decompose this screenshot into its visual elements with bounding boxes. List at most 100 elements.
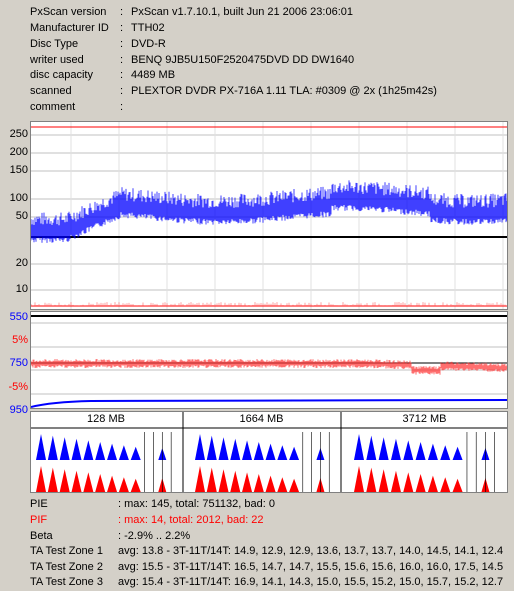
y-label-20: 20 [15, 257, 28, 269]
ta-red-peak [218, 469, 229, 492]
y-label-100: 100 [9, 192, 28, 204]
ta-blue-peak [195, 434, 205, 460]
y-label-750: 750 [9, 357, 28, 369]
info-colon: : [120, 101, 124, 113]
ta-red-peak [107, 475, 118, 492]
ta-red-peak [83, 472, 94, 492]
stat-label: TA Test Zone 3 [30, 576, 103, 588]
y-label-250: 250 [9, 128, 28, 140]
ta-blue-peak [277, 445, 288, 460]
ta-blue-peak [206, 435, 217, 460]
stat-value: : -2.9% .. 2.2% [118, 530, 191, 542]
ta-red-peak [230, 470, 241, 492]
info-value: TTH02 [131, 22, 165, 34]
stat-label: PIF [30, 514, 48, 526]
info-value: PxScan v1.7.10.1, built Jun 21 2006 23:0… [131, 6, 353, 18]
ta-red-peak [195, 466, 205, 492]
ta-blue-peak [130, 446, 141, 460]
stat-label: PIE [30, 498, 48, 510]
jitter-beta-plot [31, 315, 507, 408]
ta-red-peak [253, 474, 264, 492]
ta-red-peak [47, 467, 58, 492]
ta-red-peak [71, 470, 82, 492]
ta-blue-peak [452, 446, 463, 460]
info-value: 4489 MB [131, 69, 176, 81]
ta-blue-peak [253, 442, 264, 460]
ta-blue-peak [47, 435, 58, 460]
jitter-series [31, 399, 507, 408]
pie-pif-plot [31, 122, 507, 309]
ta-red-peak [277, 477, 288, 492]
info-label: comment [30, 101, 76, 113]
ta-histograms [31, 412, 507, 492]
info-colon: : [120, 6, 124, 18]
info-colon: : [120, 85, 124, 97]
info-label: Manufacturer ID [30, 22, 109, 34]
info-value: BENQ 9JB5U150F2520475DVD DD DW1640 [131, 54, 355, 66]
stat-label: TA Test Zone 1 [30, 545, 103, 557]
y-label-minus5: -5% [8, 381, 28, 393]
ta-red-peak [427, 475, 438, 492]
ta-blue-peak [83, 440, 94, 460]
ta-blue-peak [71, 438, 82, 460]
y-label-950: 950 [9, 404, 28, 416]
stat-value: : max: 14, total: 2012, bad: 22 [118, 514, 264, 526]
ta-blue-peak [107, 443, 118, 460]
ta-red-peak [36, 466, 46, 492]
info-label: PxScan version [30, 6, 107, 18]
ta-blue-peak [440, 445, 451, 460]
info-label: scanned [30, 85, 72, 97]
pie-series [31, 180, 507, 243]
ta-blue-peak [242, 440, 253, 460]
info-label: writer used [30, 54, 84, 66]
stat-value: avg: 15.4 - 3T-11T/14T: 16.9, 14.1, 14.3… [118, 576, 504, 588]
pif-series [31, 302, 507, 306]
ta-red-peak [289, 478, 300, 492]
zone-3-label: 3712 MB [402, 413, 447, 425]
y-label-10: 10 [15, 283, 28, 295]
ta-blue-peak [218, 437, 229, 460]
stat-value: avg: 13.8 - 3T-11T/14T: 14.9, 12.9, 12.9… [118, 545, 504, 557]
info-colon: : [120, 54, 124, 66]
ta-red-peak [206, 467, 217, 492]
ta-red-peak [95, 474, 106, 492]
ta-red-peak [390, 470, 401, 492]
info-label: Disc Type [30, 38, 79, 50]
ta-blue-peak [390, 438, 401, 460]
y-label-plus5: 5% [12, 334, 28, 346]
ta-red-peak [354, 466, 364, 492]
ta-red-peak [242, 472, 253, 492]
ta-blue-peak [59, 437, 70, 460]
ta-red-peak [118, 477, 129, 492]
stat-label: Beta [30, 530, 53, 542]
ta-blue-peak [118, 445, 129, 460]
ta-red-peak [415, 474, 426, 492]
ta-red-peak [440, 477, 451, 492]
ta-red-peak [452, 478, 463, 492]
ta-blue-peak [289, 446, 300, 460]
ta-blue-peak [354, 434, 364, 460]
ta-blue-peak [36, 434, 46, 460]
y-label-200: 200 [9, 146, 28, 158]
y-label-550: 550 [9, 311, 28, 323]
y-label-150: 150 [9, 164, 28, 176]
ta-red-peak [265, 475, 276, 492]
ta-blue-peak [366, 435, 377, 460]
pie-pif-graph [30, 121, 508, 310]
ta-red-peak [366, 467, 377, 492]
jitter-beta-graph [30, 311, 508, 409]
ta-red-peak [130, 478, 141, 492]
info-value: DVD-R [131, 38, 166, 50]
stat-value: avg: 15.5 - 3T-11T/14T: 16.5, 14.7, 14.7… [118, 561, 504, 573]
zone-1-label: 128 MB [87, 413, 125, 425]
y-label-50: 50 [15, 210, 28, 222]
ta-blue-peak [427, 443, 438, 460]
ta-zones [30, 411, 508, 493]
info-value: PLEXTOR DVDR PX-716A 1.11 TLA: #0309 @ 2… [131, 85, 437, 97]
beta-series [31, 359, 507, 375]
info-colon: : [120, 69, 124, 81]
ta-blue-peak [230, 438, 241, 460]
ta-blue-peak [403, 440, 414, 460]
ta-red-peak [59, 469, 70, 492]
